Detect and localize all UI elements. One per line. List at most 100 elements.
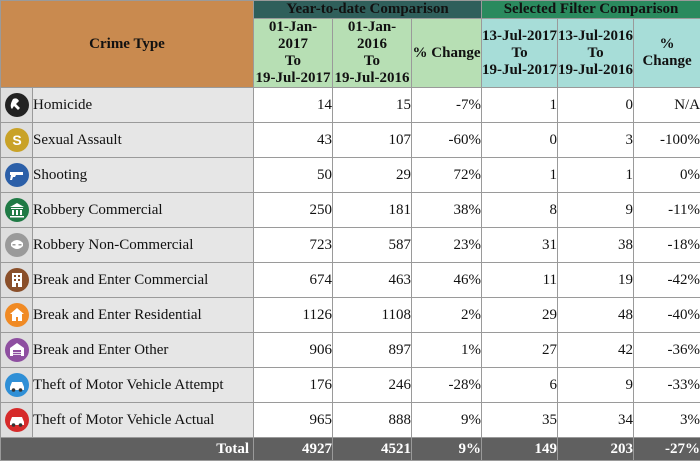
table-row: Theft of Motor Vehicle Attempt 176 246 -… (1, 368, 700, 403)
ytd-2016-value: 246 (333, 368, 412, 403)
selected-pct-change-value: -11% (634, 193, 700, 228)
table-row: S Sexual Assault 43 107 -60% 0 3 -100% (1, 123, 700, 158)
selected-2016-value: 1 (558, 158, 634, 193)
ytd-pct-change-header: % Change (412, 19, 482, 88)
table-row: Robbery Non-Commercial 723 587 23% 31 38… (1, 228, 700, 263)
crime-type-name: Sexual Assault (33, 123, 254, 158)
ytd-2017-value: 250 (254, 193, 333, 228)
ytd-2017-value: 723 (254, 228, 333, 263)
selected-pct-change-value: -18% (634, 228, 700, 263)
ytd-pct-change-value: -60% (412, 123, 482, 158)
ytd-pct-change-value: -7% (412, 88, 482, 123)
total-selected-2016: 203 (558, 438, 634, 461)
commercial-building-icon (5, 268, 29, 292)
selected-pct-change-value: -33% (634, 368, 700, 403)
selected-2016-value: 3 (558, 123, 634, 158)
selected-current-range-header: 13-Jul-2017 To 19-Jul-2017 (482, 19, 558, 88)
table-row: Robbery Commercial 250 181 38% 8 9 -11% (1, 193, 700, 228)
ytd-2016-value: 888 (333, 403, 412, 438)
total-selected-2017: 149 (482, 438, 558, 461)
crime-type-name: Break and Enter Residential (33, 298, 254, 333)
selected-2016-value: 9 (558, 368, 634, 403)
selected-pct-change-value: 3% (634, 403, 700, 438)
selected-2016-value: 42 (558, 333, 634, 368)
selected-2017-value: 31 (482, 228, 558, 263)
gun-icon (5, 163, 29, 187)
ytd-2017-value: 906 (254, 333, 333, 368)
selected-pct-change-header: % Change (634, 19, 700, 88)
selected-pct-change-value: -100% (634, 123, 700, 158)
ytd-2016-value: 29 (333, 158, 412, 193)
crime-type-name: Theft of Motor Vehicle Attempt (33, 368, 254, 403)
selected-2016-value: 0 (558, 88, 634, 123)
ytd-pct-change-value: 72% (412, 158, 482, 193)
table-row: Shooting 50 29 72% 1 1 0% (1, 158, 700, 193)
crime-type-name: Theft of Motor Vehicle Actual (33, 403, 254, 438)
selected-2016-value: 9 (558, 193, 634, 228)
ytd-current-range-header: 01-Jan-2017 To 19-Jul-2017 (254, 19, 333, 88)
selected-2017-value: 8 (482, 193, 558, 228)
crime-type-name: Homicide (33, 88, 254, 123)
total-label: Total (1, 438, 254, 461)
selected-filter-comparison-header: Selected Filter Comparison (482, 1, 700, 19)
selected-pct-change-value: -36% (634, 333, 700, 368)
ytd-pct-change-value: 23% (412, 228, 482, 263)
selected-2016-value: 48 (558, 298, 634, 333)
selected-2017-value: 11 (482, 263, 558, 298)
ytd-comparison-header: Year-to-date Comparison (254, 1, 482, 19)
sexual-assault-icon: S (5, 128, 29, 152)
ytd-pct-change-value: 2% (412, 298, 482, 333)
total-ytd-2016: 4521 (333, 438, 412, 461)
ytd-2017-value: 965 (254, 403, 333, 438)
masked-robber-icon (5, 233, 29, 257)
crime-type-name: Robbery Non-Commercial (33, 228, 254, 263)
selected-2017-value: 0 (482, 123, 558, 158)
selected-2016-value: 38 (558, 228, 634, 263)
ytd-pct-change-value: -28% (412, 368, 482, 403)
ytd-previous-range-header: 01-Jan-2016 To 19-Jul-2016 (333, 19, 412, 88)
selected-pct-change-value: N/A (634, 88, 700, 123)
selected-2016-value: 34 (558, 403, 634, 438)
homicide-icon (5, 93, 29, 117)
house-icon (5, 303, 29, 327)
car-icon (5, 373, 29, 397)
ytd-2016-value: 463 (333, 263, 412, 298)
selected-pct-change-value: -42% (634, 263, 700, 298)
ytd-2017-value: 176 (254, 368, 333, 403)
selected-2017-value: 6 (482, 368, 558, 403)
ytd-2016-value: 107 (333, 123, 412, 158)
ytd-pct-change-value: 38% (412, 193, 482, 228)
table-row: Theft of Motor Vehicle Actual 965 888 9%… (1, 403, 700, 438)
total-row: Total 4927 4521 9% 149 203 -27% (1, 438, 700, 461)
svg-text:S: S (12, 132, 21, 148)
selected-2017-value: 29 (482, 298, 558, 333)
car-icon (5, 408, 29, 432)
bank-icon (5, 198, 29, 222)
ytd-2017-value: 1126 (254, 298, 333, 333)
crime-type-name: Break and Enter Commercial (33, 263, 254, 298)
selected-2017-value: 35 (482, 403, 558, 438)
table-row: Break and Enter Other 906 897 1% 27 42 -… (1, 333, 700, 368)
selected-pct-change-value: -40% (634, 298, 700, 333)
warehouse-icon (5, 338, 29, 362)
table-row: Homicide 14 15 -7% 1 0 N/A (1, 88, 700, 123)
ytd-2017-value: 50 (254, 158, 333, 193)
ytd-pct-change-value: 46% (412, 263, 482, 298)
crime-type-name: Robbery Commercial (33, 193, 254, 228)
total-ytd-2017: 4927 (254, 438, 333, 461)
selected-previous-range-header: 13-Jul-2016 To 19-Jul-2016 (558, 19, 634, 88)
ytd-2016-value: 897 (333, 333, 412, 368)
ytd-2016-value: 587 (333, 228, 412, 263)
selected-2017-value: 1 (482, 158, 558, 193)
table-row: Break and Enter Commercial 674 463 46% 1… (1, 263, 700, 298)
ytd-2016-value: 15 (333, 88, 412, 123)
table-row: Break and Enter Residential 1126 1108 2%… (1, 298, 700, 333)
ytd-2016-value: 181 (333, 193, 412, 228)
ytd-pct-change-value: 1% (412, 333, 482, 368)
ytd-2017-value: 674 (254, 263, 333, 298)
ytd-2017-value: 14 (254, 88, 333, 123)
selected-2017-value: 27 (482, 333, 558, 368)
crime-type-name: Shooting (33, 158, 254, 193)
selected-2017-value: 1 (482, 88, 558, 123)
